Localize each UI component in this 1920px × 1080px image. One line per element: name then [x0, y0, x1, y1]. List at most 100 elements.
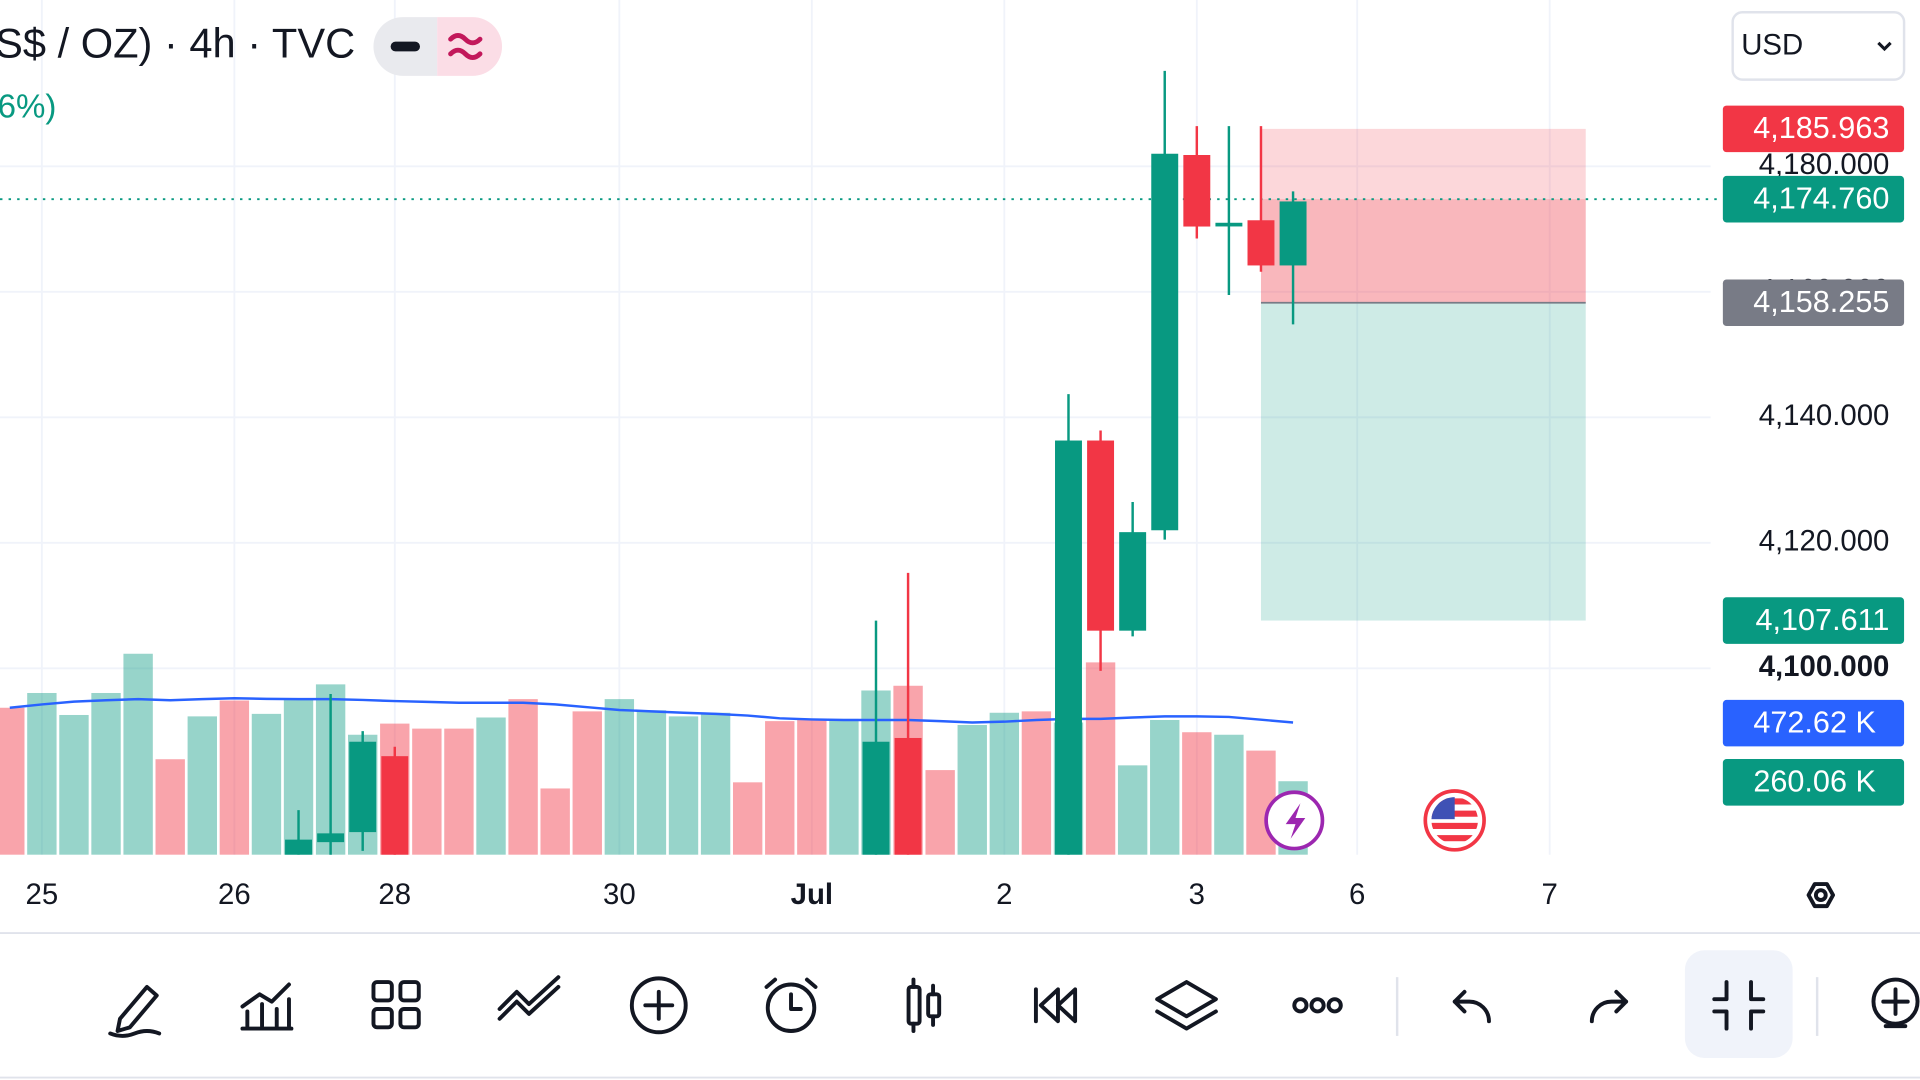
candle-body	[1119, 532, 1147, 631]
economic-event-us[interactable]	[1423, 789, 1486, 852]
chart-style[interactable]	[906, 977, 942, 1033]
x-tick-label: 30	[603, 878, 636, 911]
volume-label: 260.06 K	[1753, 765, 1876, 799]
y-tick-label: 4,120.000	[1759, 525, 1890, 558]
candle-body	[1087, 440, 1115, 631]
alert[interactable]	[764, 977, 818, 1033]
price-label-bg	[1722, 279, 1905, 327]
candle-body	[1247, 220, 1275, 266]
volume-bar	[1150, 719, 1180, 855]
x-tick-label: 26	[218, 878, 251, 911]
volume-bar	[797, 718, 827, 855]
candle-body	[862, 741, 890, 855]
symbol-title: S$ / OZ) · 4h · TVC	[0, 20, 355, 67]
currency-label: USD	[1741, 28, 1803, 61]
candle-body	[285, 839, 312, 855]
x-tick-label: 3	[1189, 878, 1205, 911]
compare[interactable]	[497, 975, 561, 1021]
volume-bar	[572, 711, 602, 855]
volume-bar	[1085, 662, 1116, 855]
volume-bar	[476, 717, 506, 855]
position-tool	[0, 128, 1723, 621]
volume-bar	[27, 692, 57, 855]
volume-label: 472.62 K	[1753, 705, 1876, 739]
axis-settings[interactable]	[1806, 882, 1836, 909]
price-axis: 4,180.0004,160.0004,140.0004,120.0004,10…	[1722, 105, 1905, 806]
event-marker[interactable]	[1264, 790, 1325, 851]
currency-select[interactable]: USD	[1731, 11, 1906, 81]
replay[interactable]	[1033, 987, 1078, 1024]
volume-bar	[1021, 711, 1052, 855]
volume-bar	[604, 699, 635, 855]
ideas[interactable]	[1871, 977, 1920, 1029]
volume-bar	[700, 712, 731, 855]
x-tick-label: 2	[996, 878, 1012, 911]
volume-label-bg	[1722, 759, 1905, 806]
candle-body	[1055, 440, 1082, 855]
volume-bar	[925, 770, 955, 855]
indicators[interactable]	[240, 982, 294, 1031]
x-tick-label: 28	[378, 878, 411, 911]
volume-bar	[765, 721, 795, 855]
volume-bar	[1214, 734, 1244, 855]
indicator-toggle[interactable]	[373, 17, 503, 76]
volume-bar	[989, 712, 1020, 855]
open-loss-zone	[1260, 199, 1586, 303]
volume-bar	[444, 728, 474, 855]
volume-label-bg	[1722, 699, 1905, 747]
price-label: 4,185.963	[1753, 111, 1889, 145]
volume-bar	[219, 700, 250, 855]
volume-bar	[732, 782, 763, 855]
time-axis: 25 26 28 30 Jul 2 3 6 7	[26, 878, 1558, 911]
x-tick-label: 6	[1349, 878, 1365, 911]
candle-body	[1279, 201, 1307, 266]
volume-bar	[187, 716, 217, 855]
price-change: 6%)	[0, 89, 56, 126]
draw-tool[interactable]	[108, 984, 162, 1038]
volume-bar	[91, 692, 121, 855]
object-tree[interactable]	[1155, 980, 1218, 1031]
candle-body	[381, 756, 409, 855]
redo[interactable]	[1589, 989, 1629, 1024]
volume-bar	[251, 713, 282, 855]
price-label-bg	[1722, 105, 1905, 153]
candle-body	[317, 833, 345, 843]
candle-body	[349, 741, 377, 833]
x-tick-label: Jul	[791, 878, 833, 911]
y-tick-label: 4,140.000	[1759, 399, 1890, 432]
candle-body	[1183, 154, 1211, 227]
price-label: 4,107.611	[1755, 603, 1889, 637]
volume-bar	[123, 653, 153, 855]
candles	[285, 70, 1307, 855]
candle-body	[894, 737, 922, 855]
stop-zone	[1260, 128, 1586, 303]
price-label: 4,174.760	[1753, 181, 1889, 215]
y-tick-label: 4,180.000	[1759, 148, 1890, 181]
exit-fullscreen[interactable]	[1712, 980, 1766, 1031]
volume-bar	[957, 725, 987, 855]
volume-bar	[668, 716, 699, 855]
target-zone	[1260, 302, 1586, 621]
volume-bar	[155, 759, 185, 855]
volume-bar	[636, 710, 667, 855]
more[interactable]	[1292, 997, 1343, 1014]
x-tick-label: 25	[26, 878, 59, 911]
y-tick-label: 4,100.000	[1759, 650, 1890, 683]
volume-bar	[412, 728, 442, 855]
undo[interactable]	[1452, 989, 1491, 1024]
volume-bar	[1182, 732, 1212, 855]
volume-bar	[540, 788, 570, 855]
volume-bar	[829, 718, 859, 855]
volume-bar	[0, 707, 25, 855]
price-label: 4,158.255	[1753, 285, 1889, 319]
volume-bar	[59, 714, 89, 855]
volume-bar	[1117, 765, 1148, 855]
volume-bar	[508, 699, 538, 855]
candle-body	[1215, 222, 1243, 227]
layouts[interactable]	[371, 980, 421, 1030]
add[interactable]	[629, 976, 688, 1035]
x-tick-label: 7	[1542, 878, 1558, 911]
